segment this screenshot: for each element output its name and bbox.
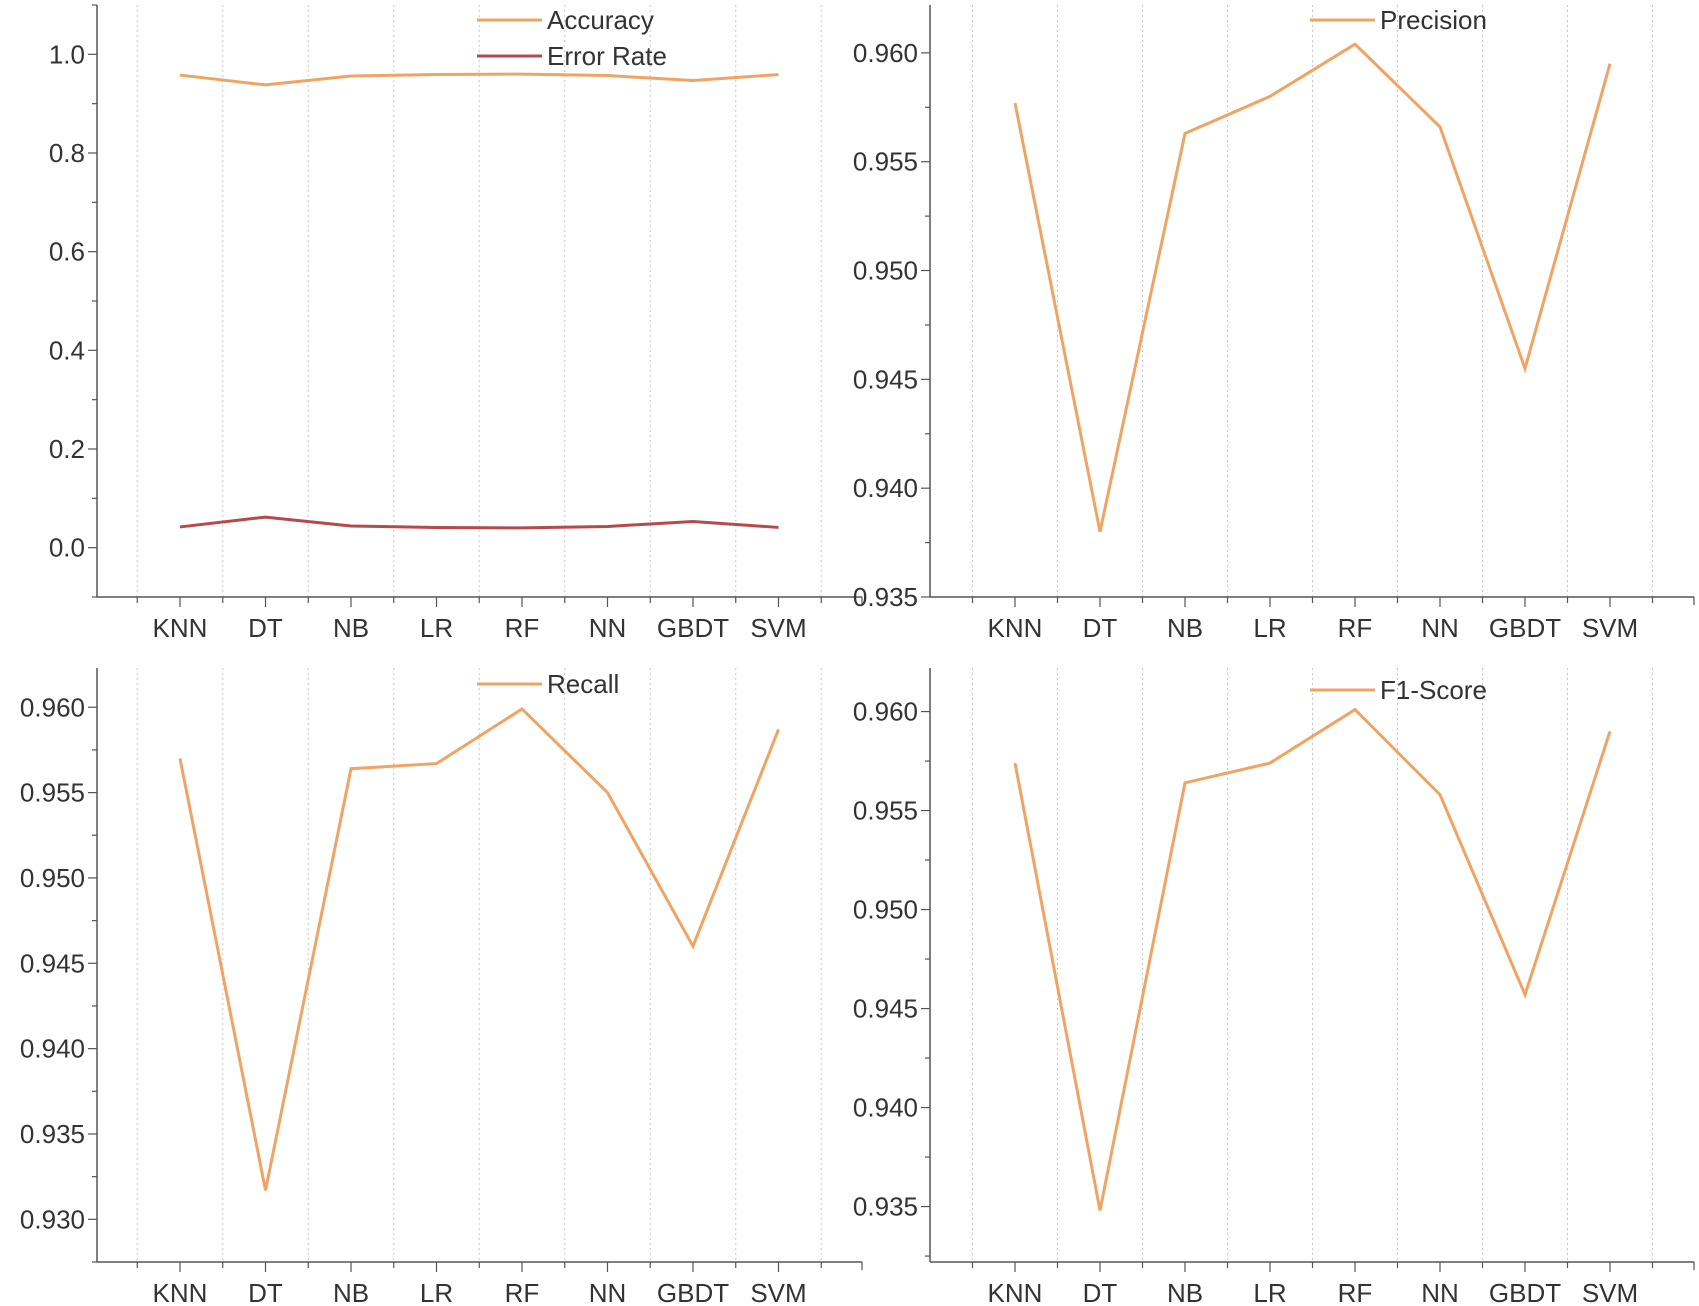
y-tick-label: 0.940 xyxy=(853,473,918,503)
x-tick-label: LR xyxy=(420,613,453,643)
x-tick-label: NN xyxy=(589,1278,627,1306)
x-tick-label: NN xyxy=(589,613,627,643)
y-tick-label: 0.950 xyxy=(853,256,918,286)
y-tick-label: 0.960 xyxy=(853,697,918,727)
y-tick-label: 1.0 xyxy=(49,39,85,69)
chart-panel-4: 0.935 0.940 0.945 0.950 0.955 0.960 KNN DT NB LR R… xyxy=(853,668,1695,1306)
x-tick-label: RF xyxy=(1338,613,1373,643)
legend-label: Precision xyxy=(1380,5,1487,35)
y-tick-label: 0.0 xyxy=(49,533,85,563)
series-line-accuracy xyxy=(179,72,779,87)
x-tick-label: KNN xyxy=(153,613,208,643)
y-tick-label: 0.935 xyxy=(853,1192,918,1222)
y-tick-label: 0.4 xyxy=(49,335,85,365)
series-line-error-rate xyxy=(179,515,779,530)
series-line-f1-score xyxy=(1013,707,1612,1211)
x-tick-label: LR xyxy=(1253,613,1286,643)
legend-label: Accuracy xyxy=(547,5,654,35)
series-line-recall xyxy=(178,707,780,1191)
y-tick-label: 0.935 xyxy=(853,582,918,612)
y-tick-label: 0.950 xyxy=(20,863,85,893)
x-tick-label: GBDT xyxy=(657,1278,729,1306)
y-tick-label: 0.955 xyxy=(20,778,85,808)
legend-label: F1-Score xyxy=(1380,675,1487,705)
x-tick-label: LR xyxy=(420,1278,453,1306)
x-tick-label: SVM xyxy=(750,1278,806,1306)
x-tick-label: NB xyxy=(1167,1278,1203,1306)
y-tick-label: 0.2 xyxy=(49,434,85,464)
x-tick-label: DT xyxy=(248,613,283,643)
y-tick-label: 0.940 xyxy=(853,1093,918,1123)
x-tick-label: GBDT xyxy=(1489,1278,1561,1306)
y-tick-label: 0.945 xyxy=(853,994,918,1024)
y-tick-label: 0.955 xyxy=(853,796,918,826)
chart-panel-1: 0.0 0.2 0.4 0.6 0.8 1.0 KNN DT NB LR RF NN GBDT SVM Ac… xyxy=(49,4,863,643)
y-tick-label: 0.940 xyxy=(20,1034,85,1064)
x-tick-label: SVM xyxy=(1582,613,1638,643)
x-tick-label: RF xyxy=(1338,1278,1373,1306)
chart-panel-3: 0.930 0.935 0.940 0.945 0.950 0.955 0.960 KNN DT… xyxy=(20,668,863,1306)
y-tick-label: 0.935 xyxy=(20,1119,85,1149)
y-tick-label: 0.960 xyxy=(20,692,85,722)
chart-panel-2: 0.935 0.940 0.945 0.950 0.955 0.960 KNN DT NB LR R… xyxy=(853,5,1695,643)
y-tick-label: 0.955 xyxy=(853,147,918,177)
x-tick-label: GBDT xyxy=(1489,613,1561,643)
x-tick-label: LR xyxy=(1253,1278,1286,1306)
x-tick-label: DT xyxy=(248,1278,283,1306)
x-tick-label: DT xyxy=(1083,1278,1118,1306)
x-tick-label: NN xyxy=(1421,1278,1459,1306)
x-tick-label: DT xyxy=(1083,613,1118,643)
x-tick-label: NN xyxy=(1421,613,1459,643)
x-tick-label: KNN xyxy=(988,613,1043,643)
legend-label: Recall xyxy=(547,669,619,699)
series-line-precision xyxy=(1013,42,1612,533)
y-tick-label: 0.8 xyxy=(49,138,85,168)
x-tick-label: NB xyxy=(333,1278,369,1306)
x-tick-label: KNN xyxy=(153,1278,208,1306)
y-tick-label: 0.945 xyxy=(853,364,918,394)
y-tick-label: 0.945 xyxy=(20,948,85,978)
y-tick-label: 0.930 xyxy=(20,1204,85,1234)
x-tick-label: SVM xyxy=(1582,1278,1638,1306)
x-tick-label: KNN xyxy=(988,1278,1043,1306)
x-tick-label: RF xyxy=(505,1278,540,1306)
x-tick-label: GBDT xyxy=(657,613,729,643)
x-tick-label: NB xyxy=(333,613,369,643)
legend-label: Error Rate xyxy=(547,41,667,71)
x-tick-label: RF xyxy=(505,613,540,643)
y-tick-label: 0.6 xyxy=(49,237,85,267)
x-tick-label: NB xyxy=(1167,613,1203,643)
x-tick-label: SVM xyxy=(750,613,806,643)
y-tick-label: 0.960 xyxy=(853,38,918,68)
y-tick-label: 0.950 xyxy=(853,895,918,925)
